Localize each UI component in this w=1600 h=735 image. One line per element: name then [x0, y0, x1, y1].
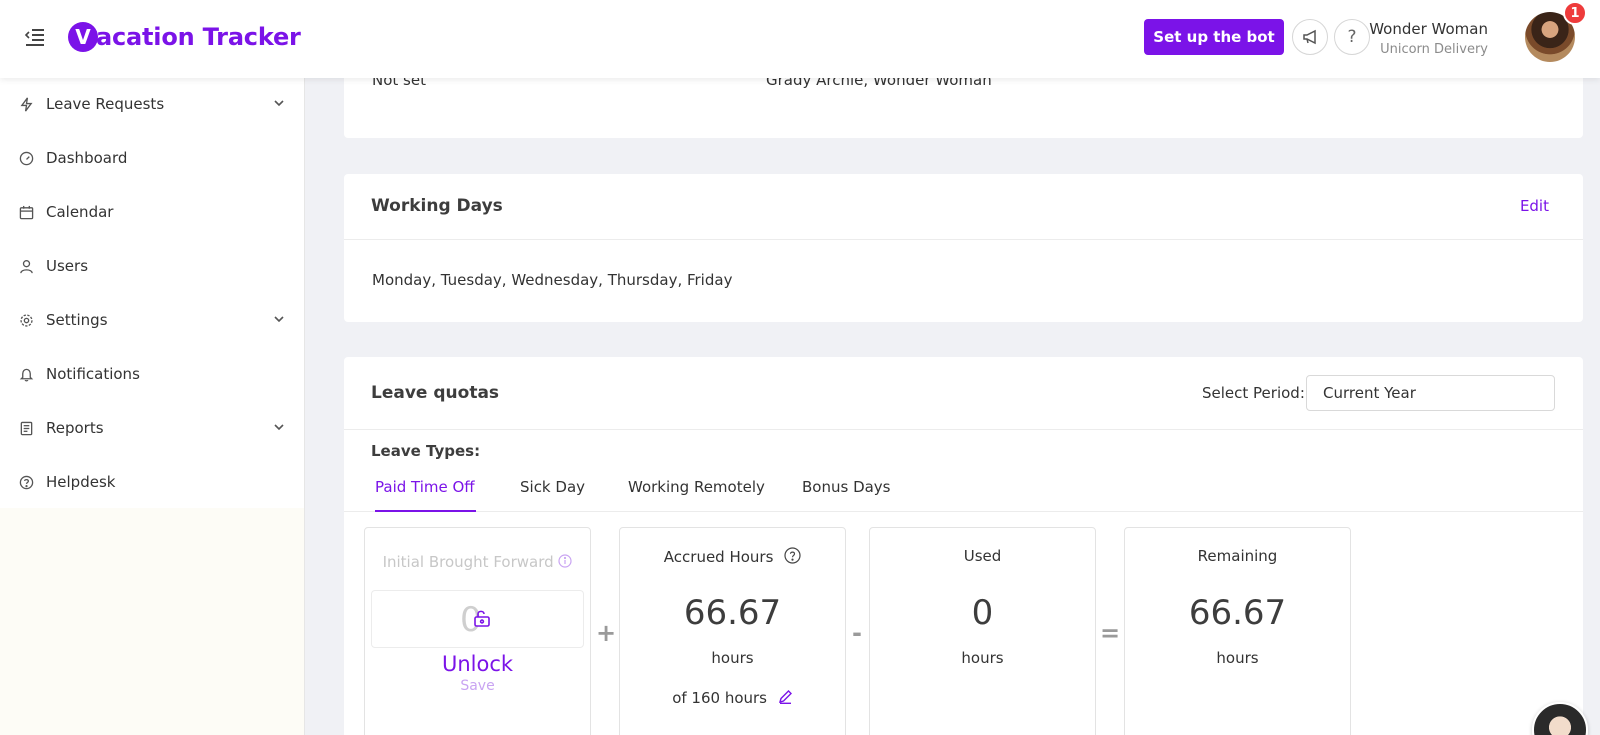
chevron-down-icon	[274, 100, 284, 107]
used-title: Used	[963, 547, 1002, 565]
accrued-hours-value: 66.67	[683, 593, 782, 633]
unlock-button[interactable]: Unlock	[441, 652, 514, 676]
tab-sick-day[interactable]: Sick Day	[520, 478, 586, 496]
sidebar-item-label: Users	[46, 257, 89, 275]
menu-collapse-icon[interactable]	[24, 26, 46, 48]
help-circle-icon	[18, 474, 34, 490]
sidebar-footer-area	[0, 508, 304, 735]
notification-badge: 1	[1563, 1, 1587, 25]
remaining-box: Remaining 66.67 hours	[1124, 527, 1351, 735]
save-button[interactable]: Save	[460, 678, 495, 694]
sidebar-item-label: Dashboard	[46, 149, 128, 167]
set-up-bot-button[interactable]: Set up the bot	[1144, 19, 1284, 55]
used-box: Used 0 hours	[869, 527, 1096, 735]
sidebar-item-helpdesk[interactable]: Helpdesk	[0, 458, 304, 506]
sidebar-item-notifications[interactable]: Notifications	[0, 350, 304, 398]
used-unit: hours	[961, 649, 1004, 667]
working-days-list: Monday, Tuesday, Wednesday, Thursday, Fr…	[372, 271, 733, 289]
pencil-icon[interactable]	[778, 689, 793, 705]
accrued-hours-box: Accrued Hours 66.67 hours of 160 hours	[619, 527, 846, 735]
accrued-hours-unit: hours	[711, 649, 754, 667]
card-header: Leave quotas Select Period: Current Year	[344, 357, 1583, 430]
remaining-unit: hours	[1216, 649, 1259, 667]
accrued-hours-title: Accrued Hours	[620, 547, 845, 566]
tab-working-remotely[interactable]: Working Remotely	[628, 478, 765, 496]
question-circle-icon[interactable]	[784, 547, 801, 564]
initial-brought-forward-field[interactable]	[371, 590, 584, 648]
sidebar-item-label: Helpdesk	[46, 473, 116, 491]
chevron-down-icon	[274, 316, 284, 323]
minus-operator: -	[852, 619, 862, 647]
period-select[interactable]: Current Year	[1306, 375, 1555, 411]
leave-types-label: Leave Types:	[371, 442, 481, 460]
used-value: 0	[971, 593, 994, 633]
sidebar-item-dashboard[interactable]: Dashboard	[0, 134, 304, 182]
initial-brought-forward-title: Initial Brought Forward	[365, 553, 590, 571]
remaining-value: 66.67	[1188, 593, 1287, 633]
sidebar-item-reports[interactable]: Reports	[0, 404, 304, 452]
sidebar-item-users[interactable]: Users	[0, 242, 304, 290]
leave-quotas-card: Leave quotas Select Period: Current Year…	[344, 357, 1583, 735]
select-period-label: Select Period:	[1202, 384, 1305, 402]
accrued-title-text: Accrued Hours	[663, 548, 774, 566]
card-header: Working Days Edit	[344, 174, 1583, 240]
sidebar-item-label: Reports	[46, 419, 104, 437]
accrued-of-text: of 160 hours	[672, 689, 768, 707]
sidebar-item-calendar[interactable]: Calendar	[0, 188, 304, 236]
remaining-title: Remaining	[1197, 547, 1278, 565]
leave-quotas-title: Leave quotas	[371, 383, 500, 403]
initial-brought-forward-box: Initial Brought Forward 0 Unlock Save	[364, 527, 591, 735]
bolt-icon	[18, 96, 34, 112]
calendar-icon	[18, 204, 34, 220]
equals-operator: =	[1100, 619, 1121, 647]
leave-type-tabs: Paid Time Off Sick Day Working Remotely …	[344, 460, 1583, 512]
logo-mark: V	[68, 22, 98, 52]
plus-operator: +	[596, 619, 617, 647]
logo-text: acation Tracker	[96, 23, 301, 51]
sidebar-item-label: Notifications	[46, 365, 140, 383]
help-button[interactable]: ?	[1334, 19, 1370, 55]
accrued-of-total: of 160 hours	[620, 689, 845, 707]
working-days-title: Working Days	[371, 196, 503, 216]
user-company: Unicorn Delivery	[1380, 42, 1488, 57]
app-logo[interactable]: V acation Tracker	[68, 22, 301, 52]
report-icon	[18, 420, 34, 436]
sidebar-item-leave-requests[interactable]: Leave Requests	[0, 80, 304, 128]
gauge-icon	[18, 150, 34, 166]
working-days-card: Working Days Edit Monday, Tuesday, Wedne…	[344, 174, 1583, 322]
bell-icon	[18, 366, 34, 382]
tab-bonus-days[interactable]: Bonus Days	[802, 478, 891, 496]
info-icon[interactable]	[558, 554, 573, 568]
unlock-icon[interactable]	[472, 608, 492, 628]
ibf-title-text: Initial Brought Forward	[382, 553, 554, 571]
sidebar-item-settings[interactable]: Settings	[0, 296, 304, 344]
question-icon: ?	[1347, 27, 1357, 47]
sidebar: Leave Requests Dashboard Calendar Users …	[0, 78, 305, 735]
sidebar-item-label: Leave Requests	[46, 95, 165, 113]
megaphone-icon	[1303, 29, 1316, 45]
edit-working-days-link[interactable]: Edit	[1519, 197, 1549, 215]
announcements-button[interactable]	[1292, 19, 1328, 55]
tab-paid-time-off[interactable]: Paid Time Off	[375, 478, 476, 512]
chevron-down-icon	[274, 424, 284, 431]
approvers-card: Not set Grady Archie, Wonder Woman	[344, 70, 1583, 138]
gear-icon	[18, 312, 34, 328]
sidebar-item-label: Settings	[46, 311, 108, 329]
user-name: Wonder Woman	[1369, 20, 1488, 38]
initial-brought-forward-value: 0	[460, 600, 482, 640]
user-icon	[18, 258, 34, 274]
top-header: V acation Tracker Set up the bot ? Wonde…	[0, 0, 1600, 78]
sidebar-item-label: Calendar	[46, 203, 114, 221]
